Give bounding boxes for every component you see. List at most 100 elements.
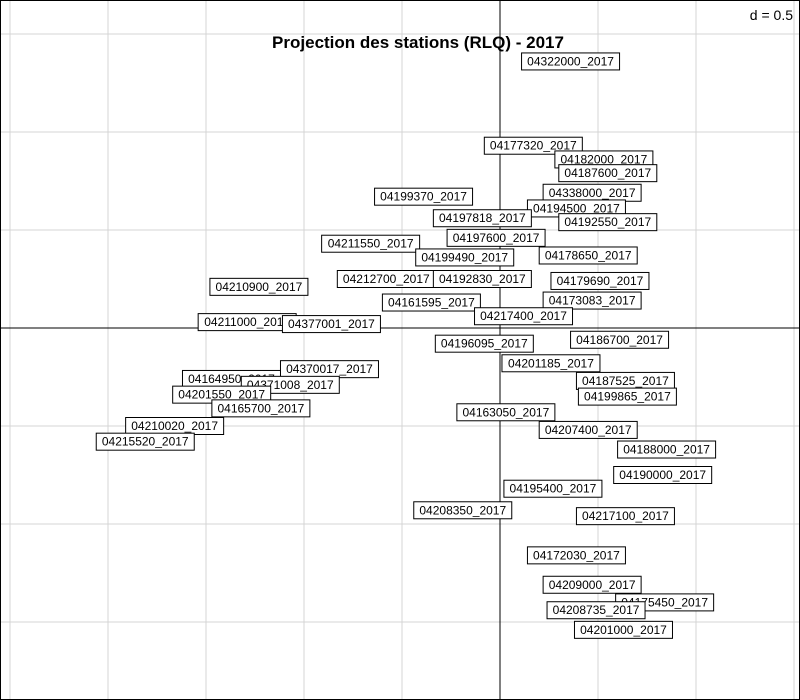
station-label: 04190000_2017: [613, 466, 713, 484]
station-label-text: 04209000_2017: [549, 578, 636, 592]
station-label-text: 04196095_2017: [441, 337, 528, 351]
station-label-box: [281, 315, 381, 334]
station-label-text: 04161595_2017: [388, 296, 475, 310]
station-label-text: 04201000_2017: [580, 623, 667, 637]
station-label-box: [374, 187, 474, 206]
station-label: 04179690_2017: [550, 271, 650, 290]
grid-scale-label: d = 0.5: [750, 7, 793, 23]
station-label-box: [381, 293, 481, 312]
station-label-box: [542, 575, 642, 594]
station-label-text: 04210900_2017: [216, 280, 303, 294]
station-label: 04187600_2017: [558, 164, 658, 183]
station-label-box: [456, 403, 556, 422]
station-label: 04210020_2017: [125, 417, 225, 435]
station-label-text: 04210020_2017: [131, 419, 218, 433]
station-label: 04173083_2017: [542, 291, 642, 310]
station-label-text: 04187525_2017: [582, 374, 669, 388]
station-label: 04192830_2017: [432, 270, 532, 288]
station-label-text: 04188000_2017: [623, 443, 710, 457]
station-label-box: [95, 432, 195, 451]
station-label: 04178650_2017: [538, 246, 638, 265]
station-label-box: [483, 136, 583, 155]
station-label-text: 04192830_2017: [439, 272, 526, 286]
station-label-text: 04211000_2017: [204, 315, 290, 329]
station-label-text: 04173083_2017: [549, 294, 636, 308]
station-label-box: [501, 354, 601, 373]
station-label-text: 04208350_2017: [419, 503, 506, 517]
station-label: 04199370_2017: [374, 187, 474, 206]
station-label-text: 04182000_2017: [560, 152, 647, 166]
station-label-text: 04377001_2017: [288, 317, 375, 331]
station-label-box: [558, 164, 658, 183]
station-label-text: 04165700_2017: [217, 401, 304, 415]
station-label: 04197818_2017: [432, 209, 532, 228]
station-label: 04199490_2017: [415, 248, 515, 267]
station-label: 04208350_2017: [413, 501, 513, 520]
station-label-text: 04163050_2017: [462, 405, 549, 419]
station-label-box: [413, 501, 513, 520]
station-label: 04187525_2017: [575, 371, 675, 390]
station-label: 04217100_2017: [575, 507, 675, 526]
station-label-text: 04338000_2017: [549, 186, 636, 200]
station-label-text: 04217400_2017: [480, 309, 567, 323]
station-label-text: 04199865_2017: [584, 390, 671, 404]
station-label: 04370017_2017: [279, 360, 379, 379]
station-label: 04177320_2017: [483, 136, 583, 155]
station-label-box: [613, 466, 713, 484]
station-label-text: 04322000_2017: [527, 54, 614, 68]
station-label: 04211550_2017: [321, 234, 421, 253]
station-label: 04182000_2017: [554, 150, 654, 169]
station-label-box: [526, 546, 626, 565]
station-label: 04217400_2017: [474, 307, 574, 326]
station-label: 04209000_2017: [542, 575, 642, 594]
station-label: 04215520_2017: [95, 432, 195, 451]
station-label-box: [434, 334, 534, 353]
station-label-text: 04186700_2017: [576, 333, 663, 347]
station-labels: 04322000_201704177320_201704182000_20170…: [95, 52, 717, 639]
station-label: 04201185_2017: [501, 354, 601, 373]
station-label-text: 04212700_2017: [343, 272, 430, 286]
station-label-text: 04190000_2017: [619, 468, 706, 482]
station-label-text: 04217100_2017: [582, 509, 669, 523]
station-label-text: 04199490_2017: [421, 250, 508, 264]
station-label-box: [415, 248, 515, 267]
station-label-box: [550, 271, 650, 290]
station-label-box: [446, 228, 546, 247]
station-label-box: [432, 270, 532, 288]
station-label-text: 04194500_2017: [533, 201, 620, 215]
station-label: 04208735_2017: [546, 601, 646, 620]
station-label-text: 04177320_2017: [490, 139, 577, 153]
station-label: 04172030_2017: [526, 546, 626, 565]
station-label: 04196095_2017: [434, 334, 534, 353]
station-label-text: 04215520_2017: [102, 435, 189, 449]
station-label-text: 04178650_2017: [545, 248, 632, 262]
station-label-box: [577, 387, 677, 406]
station-label-box: [558, 213, 658, 232]
station-label-box: [321, 234, 421, 253]
station-label-text: 04208735_2017: [553, 603, 640, 617]
station-label-box: [542, 291, 642, 310]
station-label-text: 04187600_2017: [564, 166, 651, 180]
station-label: 04186700_2017: [570, 330, 670, 349]
station-label: 04192550_2017: [558, 213, 658, 232]
station-label-text: 04370017_2017: [286, 362, 373, 376]
station-label: 04195400_2017: [503, 479, 603, 498]
chart-title: Projection des stations (RLQ) - 2017: [272, 33, 564, 52]
station-label-box: [538, 420, 638, 439]
station-label-text: 04195400_2017: [510, 482, 597, 496]
station-label-box: [503, 479, 603, 498]
station-label: 04377001_2017: [281, 315, 381, 334]
station-label-text: 04201550_2017: [178, 388, 265, 402]
station-label-text: 04179690_2017: [557, 274, 644, 288]
station-label: 04201000_2017: [573, 620, 673, 639]
station-label: 04194500_2017: [526, 199, 626, 218]
station-label-text: 04207400_2017: [545, 423, 632, 437]
station-label-box: [538, 246, 638, 265]
station-label-text: 04192550_2017: [564, 215, 651, 229]
station-label: 04161595_2017: [381, 293, 481, 312]
station-label-box: [209, 277, 309, 296]
station-label: 04322000_2017: [521, 52, 621, 71]
station-label: 04199865_2017: [577, 387, 677, 406]
station-label: 04165700_2017: [211, 399, 311, 418]
